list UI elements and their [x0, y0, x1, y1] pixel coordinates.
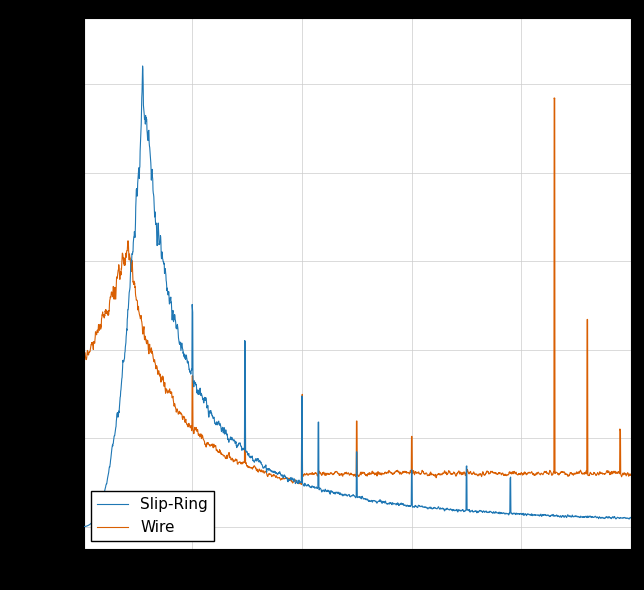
Wire — [298, 481, 305, 488]
Slip-Ring — [611, 514, 619, 522]
Slip-Ring — [627, 514, 635, 521]
Slip-Ring — [511, 510, 519, 517]
Wire — [346, 470, 354, 477]
Slip-Ring — [138, 63, 146, 70]
Wire — [627, 471, 635, 478]
Legend: Slip-Ring, Wire: Slip-Ring, Wire — [91, 491, 214, 541]
Line: Wire: Wire — [84, 98, 631, 484]
Line: Slip-Ring: Slip-Ring — [84, 66, 631, 526]
Wire — [80, 353, 88, 360]
Slip-Ring — [346, 493, 354, 500]
Wire — [332, 468, 339, 475]
Slip-Ring — [612, 515, 620, 522]
Wire — [511, 470, 519, 477]
Slip-Ring — [108, 447, 115, 454]
Wire — [612, 469, 620, 476]
Wire — [612, 470, 620, 477]
Slip-Ring — [80, 523, 88, 530]
Wire — [551, 94, 558, 101]
Wire — [108, 289, 115, 296]
Slip-Ring — [332, 489, 339, 496]
